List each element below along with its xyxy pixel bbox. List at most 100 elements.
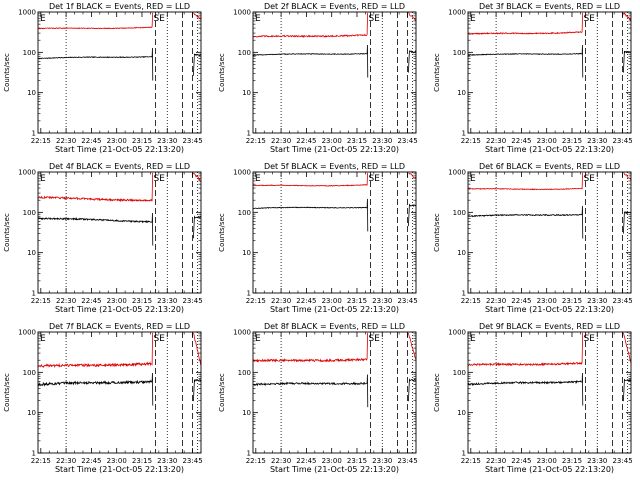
series-tail-lld: [623, 172, 632, 181]
x-tick-label: 23:00: [322, 137, 342, 145]
x-tick-label: 22:45: [511, 137, 531, 145]
series-line-events: [467, 373, 584, 406]
x-tick-label: 22:45: [81, 137, 101, 145]
y-tick-label: 10: [242, 409, 251, 417]
x-tick-label: 23:30: [157, 297, 177, 305]
x-tick-label: 23:15: [347, 457, 367, 465]
y-tick-label: 100: [238, 49, 251, 57]
y-tick-label: 1000: [18, 9, 36, 17]
series-line-events: [37, 47, 154, 81]
x-tick-label: 22:30: [271, 297, 291, 305]
x-tick-label: 23:45: [397, 297, 417, 305]
x-tick-label: 23:30: [372, 457, 392, 465]
panel-title: Det 5f BLACK = Events, RED = LLD: [264, 162, 405, 171]
x-tick-label: 23:15: [562, 297, 582, 305]
y-tick-label: 100: [453, 209, 466, 217]
x-tick-label: 22:30: [271, 137, 291, 145]
x-tick-label: 22:30: [56, 297, 76, 305]
x-tick-label: 22:15: [31, 297, 51, 305]
annotation-e: E: [40, 174, 46, 184]
y-tick-label: 1: [462, 450, 466, 458]
y-tick-label: 1: [32, 130, 36, 138]
detector-panel-5: Det 5f BLACK = Events, RED = LLD Counts/s…: [218, 162, 418, 314]
detector-panel-9: Det 9f BLACK = Events, RED = LLD Counts/s…: [433, 322, 633, 474]
annotation-e: E: [470, 14, 476, 24]
annotation-se: SE: [368, 174, 380, 184]
series-line-lld: [37, 332, 154, 369]
x-tick-label: 22:30: [486, 137, 506, 145]
plot-frame: [467, 11, 632, 134]
x-tick-label: 23:30: [587, 137, 607, 145]
panel-title: Det 7f BLACK = Events, RED = LLD: [49, 322, 190, 331]
y-tick-label: 1000: [233, 9, 251, 17]
y-axis-label: Counts/sec: [3, 213, 11, 252]
annotation-se: SE: [153, 334, 165, 344]
x-tick-label: 23:30: [587, 297, 607, 305]
x-tick-label: 22:45: [296, 137, 316, 145]
panel-title: Det 3f BLACK = Events, RED = LLD: [479, 2, 620, 11]
plot-frame: [252, 171, 417, 294]
x-tick-label: 22:45: [296, 297, 316, 305]
series-tail-lld: [408, 172, 417, 179]
y-axis-label: Counts/sec: [433, 213, 441, 252]
y-tick-label: 1000: [233, 169, 251, 177]
x-tick-label: 23:00: [107, 297, 127, 305]
series-line-events: [37, 213, 154, 246]
annotation-se: SE: [583, 334, 595, 344]
series-line-lld: [467, 332, 584, 367]
y-tick-label: 10: [242, 89, 251, 97]
y-tick-label: 10: [27, 409, 36, 417]
x-tick-label: 23:00: [322, 457, 342, 465]
x-tick-label: 23:15: [132, 297, 152, 305]
annotation-se: SE: [153, 14, 165, 24]
detector-panel-1: Det 1f BLACK = Events, RED = LLD Counts/s…: [3, 2, 203, 154]
x-tick-label: 22:15: [246, 297, 266, 305]
series-line-events: [37, 373, 154, 406]
y-tick-label: 10: [27, 249, 36, 257]
x-tick-label: 23:00: [537, 457, 557, 465]
x-tick-label: 23:45: [182, 457, 202, 465]
annotation-e: E: [255, 14, 261, 24]
series-tail-lld: [623, 12, 632, 21]
series-tail-lld: [408, 332, 417, 361]
annotation-e: E: [470, 174, 476, 184]
x-tick-label: 23:45: [182, 137, 202, 145]
y-axis-label: Counts/sec: [3, 373, 11, 412]
x-tick-label: 22:15: [461, 137, 481, 145]
panel-title: Det 1f BLACK = Events, RED = LLD: [49, 2, 190, 11]
series-tail-lld: [193, 332, 202, 366]
series-tail-events: [623, 50, 632, 73]
x-tick-label: 23:30: [157, 457, 177, 465]
x-tick-label: 23:15: [132, 457, 152, 465]
x-tick-label: 23:30: [372, 137, 392, 145]
y-tick-label: 1: [462, 290, 466, 298]
panel-title: Det 2f BLACK = Events, RED = LLD: [264, 2, 405, 11]
y-tick-label: 1000: [448, 169, 466, 177]
y-axis-label: Counts/sec: [218, 373, 226, 412]
y-tick-label: 100: [453, 369, 466, 377]
x-tick-label: 23:00: [537, 137, 557, 145]
y-tick-label: 100: [453, 49, 466, 57]
y-tick-label: 1000: [448, 329, 466, 337]
series-tail-lld: [193, 12, 202, 20]
x-tick-label: 23:45: [397, 137, 417, 145]
plot-frame: [37, 11, 202, 134]
x-axis-label: Start Time (21-Oct-05 22:13:20): [55, 305, 184, 314]
annotation-e: E: [40, 334, 46, 344]
y-tick-label: 100: [23, 369, 36, 377]
x-tick-label: 23:15: [562, 457, 582, 465]
x-tick-label: 23:00: [107, 457, 127, 465]
panel-title: Det 8f BLACK = Events, RED = LLD: [264, 322, 405, 331]
detector-panel-8: Det 8f BLACK = Events, RED = LLD Counts/s…: [218, 322, 418, 474]
annotation-se: SE: [153, 174, 165, 184]
x-axis-label: Start Time (21-Oct-05 22:13:20): [270, 465, 399, 474]
panel-title: Det 9f BLACK = Events, RED = LLD: [479, 322, 620, 331]
x-axis-label: Start Time (21-Oct-05 22:13:20): [485, 305, 614, 314]
x-axis-label: Start Time (21-Oct-05 22:13:20): [55, 145, 184, 154]
series-line-lld: [467, 12, 584, 35]
y-tick-label: 1000: [18, 169, 36, 177]
x-tick-label: 22:30: [486, 297, 506, 305]
series-line-lld: [252, 332, 369, 363]
detector-panel-4: Det 4f BLACK = Events, RED = LLD Counts/s…: [3, 162, 203, 314]
